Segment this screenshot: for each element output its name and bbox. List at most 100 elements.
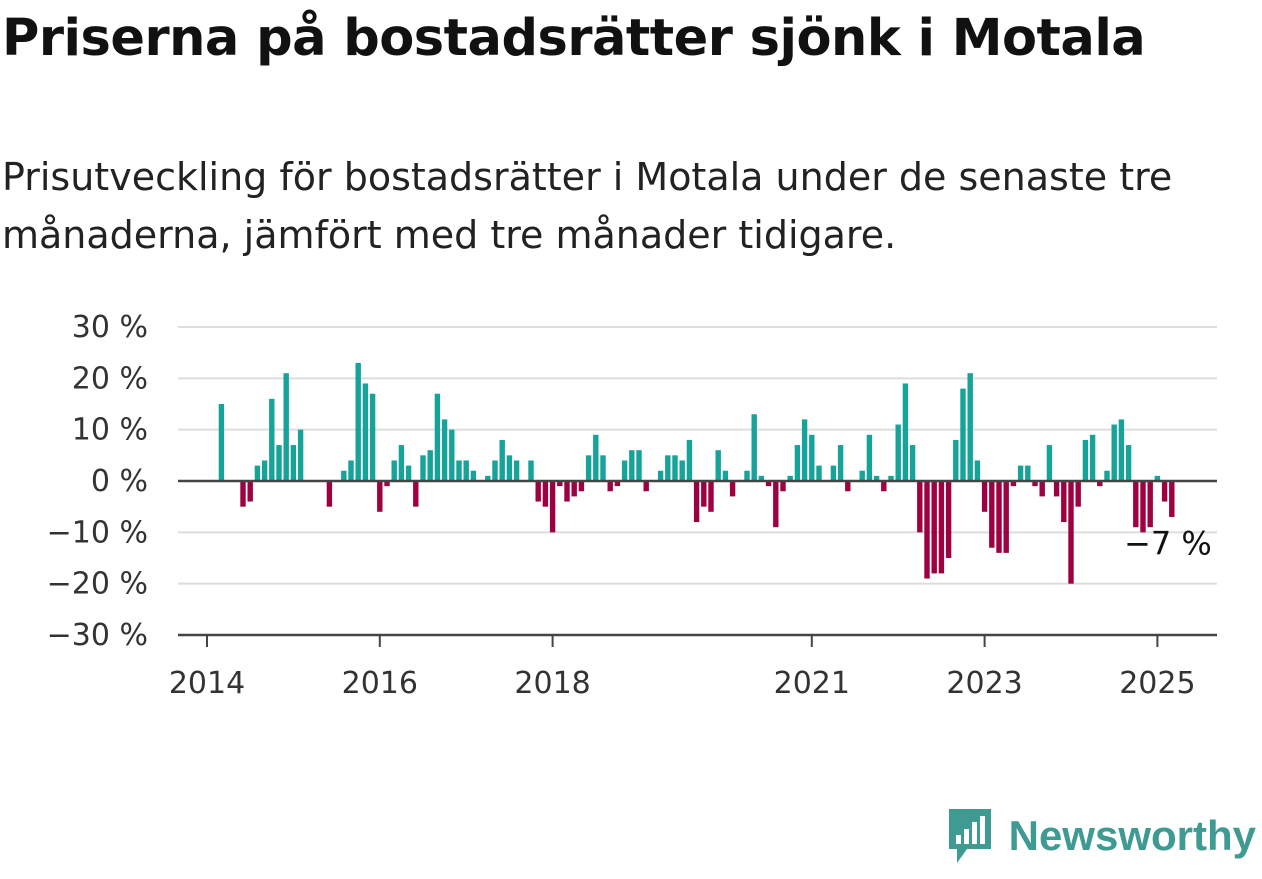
bar bbox=[528, 460, 534, 481]
bar-chart: 30 % 20 % 10 % 0 % −10 % −20 % −30 % 2014 2016 20… bbox=[47, 310, 1217, 701]
bar bbox=[881, 481, 887, 492]
bar bbox=[1140, 481, 1146, 533]
bar bbox=[931, 481, 937, 574]
bar bbox=[564, 481, 570, 502]
bar bbox=[1010, 481, 1017, 487]
bar bbox=[693, 481, 700, 523]
y-tick-label: −30 % bbox=[47, 618, 148, 653]
bar bbox=[780, 481, 786, 492]
bar bbox=[794, 445, 801, 481]
bar bbox=[485, 475, 491, 481]
bar bbox=[665, 455, 671, 481]
bar bbox=[729, 481, 736, 497]
bar bbox=[283, 373, 289, 481]
bar bbox=[1125, 445, 1132, 481]
axes bbox=[178, 479, 1217, 647]
bar bbox=[1025, 465, 1031, 481]
x-tick-label: 2014 bbox=[169, 666, 245, 701]
bar bbox=[837, 445, 844, 481]
brand-name: Newsworthy bbox=[1008, 812, 1256, 859]
bar bbox=[470, 470, 477, 481]
bar bbox=[816, 465, 822, 481]
bar bbox=[657, 470, 664, 481]
bar bbox=[672, 455, 678, 481]
bar bbox=[297, 429, 304, 481]
bar bbox=[398, 445, 405, 481]
bar bbox=[341, 470, 347, 481]
bar bbox=[751, 414, 757, 481]
bars bbox=[218, 362, 1175, 584]
bar bbox=[449, 429, 455, 481]
bar bbox=[1161, 481, 1168, 502]
bar bbox=[722, 470, 729, 481]
bar bbox=[924, 481, 930, 579]
bar bbox=[607, 481, 613, 492]
bar bbox=[240, 481, 246, 507]
bar bbox=[1003, 481, 1009, 553]
bar bbox=[593, 434, 599, 481]
bar bbox=[600, 455, 606, 481]
bar bbox=[355, 362, 361, 481]
bar bbox=[981, 481, 988, 512]
bar bbox=[809, 434, 815, 481]
bar bbox=[578, 481, 585, 492]
bar bbox=[1017, 465, 1024, 481]
bar bbox=[708, 481, 714, 512]
bar bbox=[787, 475, 793, 481]
bar bbox=[463, 460, 469, 481]
bar bbox=[1147, 481, 1153, 528]
bar bbox=[549, 481, 556, 533]
bar bbox=[535, 481, 541, 502]
x-tick-label: 2025 bbox=[1119, 666, 1195, 701]
bar bbox=[888, 475, 894, 481]
gridlines bbox=[178, 326, 1217, 585]
bar bbox=[348, 460, 354, 481]
bar bbox=[629, 450, 635, 481]
bar bbox=[758, 475, 765, 481]
bar bbox=[1075, 481, 1081, 507]
bar bbox=[960, 388, 966, 481]
bar bbox=[1082, 439, 1089, 481]
bar bbox=[801, 419, 808, 481]
bar bbox=[456, 460, 462, 481]
bar bbox=[513, 460, 520, 481]
bar bbox=[974, 460, 981, 481]
bar bbox=[1169, 481, 1175, 517]
bar bbox=[953, 439, 959, 481]
newsworthy-logo-icon bbox=[948, 809, 991, 863]
bar bbox=[902, 383, 909, 481]
bar bbox=[1118, 419, 1125, 481]
page-subtitle: Prisutveckling för bostadsrätter i Motal… bbox=[2, 155, 1173, 257]
y-tick-label: −10 % bbox=[47, 515, 148, 550]
page-title: Priserna på bostadsrätter sjönk i Motala bbox=[2, 9, 1146, 68]
brand-footer: Newsworthy bbox=[945, 807, 1256, 865]
bar bbox=[909, 445, 916, 481]
bar bbox=[1154, 475, 1161, 481]
bar bbox=[369, 393, 376, 481]
labels: 30 % 20 % 10 % 0 % −10 % −20 % −30 % 2014 2016 20… bbox=[47, 310, 1212, 701]
bar bbox=[621, 460, 628, 481]
bar bbox=[643, 481, 649, 492]
bar bbox=[1061, 481, 1067, 523]
bar bbox=[1104, 470, 1110, 481]
bar bbox=[499, 439, 505, 481]
bar bbox=[895, 424, 901, 481]
bar bbox=[701, 481, 707, 507]
bar bbox=[765, 481, 772, 487]
bar bbox=[636, 450, 642, 481]
bar bbox=[427, 450, 433, 481]
x-tick-label: 2021 bbox=[774, 666, 850, 701]
bar bbox=[557, 481, 563, 487]
bar bbox=[377, 481, 383, 512]
bar bbox=[989, 481, 995, 548]
bar bbox=[614, 481, 621, 487]
bar bbox=[585, 455, 592, 481]
bar bbox=[218, 404, 225, 481]
bar bbox=[873, 475, 880, 481]
bar bbox=[441, 419, 448, 481]
bar bbox=[391, 460, 397, 481]
x-tick-label: 2023 bbox=[946, 666, 1022, 701]
bar bbox=[1089, 434, 1096, 481]
bar bbox=[917, 481, 923, 533]
bar bbox=[434, 393, 441, 481]
